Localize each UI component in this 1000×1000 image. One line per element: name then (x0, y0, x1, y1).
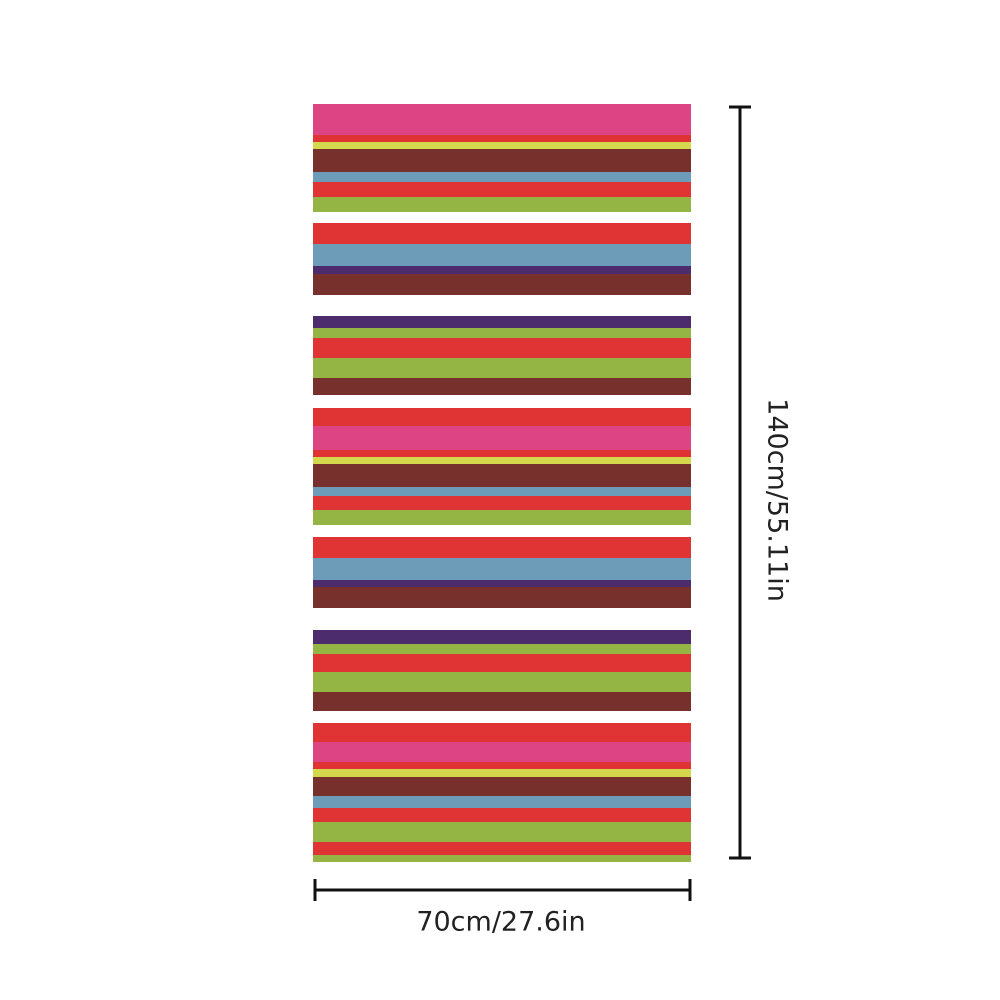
stripe (313, 644, 691, 654)
stripe (313, 358, 691, 378)
stripe (313, 654, 691, 672)
stripe (313, 104, 691, 135)
stripe (313, 378, 691, 395)
stripe (313, 338, 691, 358)
stripe (313, 197, 691, 212)
height-label: 140cm/55.11in (762, 398, 793, 602)
stripe (313, 496, 691, 510)
stripe (313, 580, 691, 587)
stripe (313, 510, 691, 525)
stripe (313, 842, 691, 855)
stripe (313, 142, 691, 149)
stripe (313, 266, 691, 274)
stripe (313, 808, 691, 822)
stripe (313, 558, 691, 580)
stripe (313, 723, 691, 742)
stripe (313, 149, 691, 172)
stripe (313, 274, 691, 295)
stripe (313, 244, 691, 266)
stripe (313, 487, 691, 496)
stripe (313, 464, 691, 487)
stripe (313, 328, 691, 338)
stripe (313, 630, 691, 644)
stripe (313, 408, 691, 426)
stripe (313, 537, 691, 558)
stripe (313, 223, 691, 244)
stripe (313, 457, 691, 464)
stripe (313, 135, 691, 142)
stripe (313, 822, 691, 842)
stripe (313, 587, 691, 608)
stripe (313, 692, 691, 711)
stripe (313, 172, 691, 182)
width-dimension: 70cm/27.6in (313, 879, 692, 938)
stripe (313, 777, 691, 796)
stripe (313, 769, 691, 777)
stripe (313, 855, 691, 862)
stripe (313, 426, 691, 450)
stripe (313, 762, 691, 769)
width-label: 70cm/27.6in (416, 907, 585, 938)
stripe (313, 182, 691, 197)
stripe (313, 796, 691, 808)
height-dimension: 140cm/55.11in (729, 105, 793, 860)
stripe (313, 672, 691, 692)
stripe (313, 742, 691, 762)
stripe (313, 316, 691, 328)
striped-panel (313, 104, 691, 862)
stripe (313, 450, 691, 457)
